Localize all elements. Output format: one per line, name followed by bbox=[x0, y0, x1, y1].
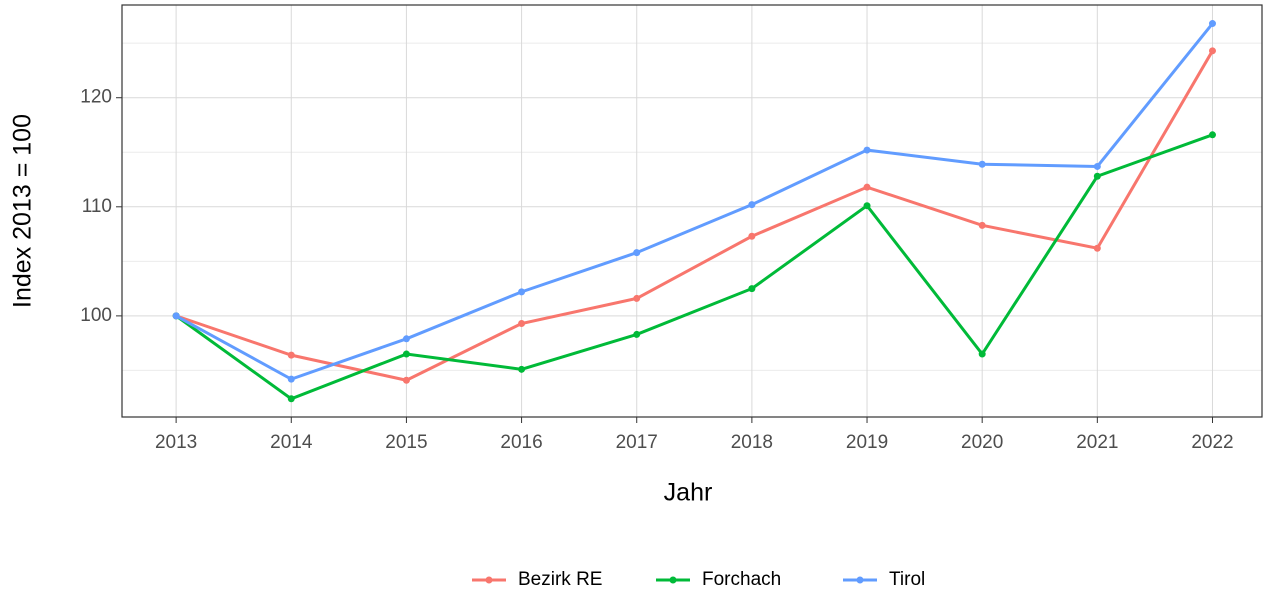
y-tick-label: 110 bbox=[82, 196, 112, 217]
point bbox=[1093, 162, 1101, 170]
point bbox=[633, 330, 641, 338]
y-axis-label: Index 2013 = 100 bbox=[9, 114, 37, 308]
y-tick-label: 100 bbox=[80, 305, 112, 326]
point bbox=[978, 221, 986, 229]
legend-key-point bbox=[856, 576, 864, 584]
point bbox=[402, 335, 410, 343]
point bbox=[748, 232, 756, 240]
point bbox=[518, 365, 526, 373]
x-tick-label: 2021 bbox=[1076, 432, 1118, 453]
legend-key-point bbox=[485, 576, 493, 584]
point bbox=[518, 320, 526, 328]
legend-label: Tirol bbox=[889, 569, 925, 590]
point bbox=[748, 285, 756, 293]
x-tick-label: 2015 bbox=[385, 432, 427, 453]
point bbox=[978, 160, 986, 168]
point bbox=[863, 183, 871, 191]
legend-label: Forchach bbox=[702, 569, 781, 590]
legend-key-point bbox=[669, 576, 677, 584]
x-axis-label: Jahr bbox=[664, 479, 713, 507]
point bbox=[287, 375, 295, 383]
plot-border bbox=[121, 4, 1263, 418]
point bbox=[518, 288, 526, 296]
point bbox=[748, 201, 756, 209]
x-tick-label: 2019 bbox=[846, 432, 888, 453]
x-tick-label: 2022 bbox=[1191, 432, 1233, 453]
x-tick-label: 2017 bbox=[616, 432, 658, 453]
point bbox=[287, 351, 295, 359]
point bbox=[1208, 131, 1216, 139]
point bbox=[863, 146, 871, 154]
series-line bbox=[175, 133, 1213, 401]
point bbox=[978, 350, 986, 358]
point bbox=[1093, 172, 1101, 180]
x-tick-label: 2016 bbox=[500, 432, 542, 453]
point bbox=[172, 312, 180, 320]
legend-label: Bezirk RE bbox=[518, 569, 602, 590]
point bbox=[287, 395, 295, 403]
point bbox=[633, 294, 641, 302]
series-line bbox=[175, 22, 1214, 381]
point bbox=[402, 350, 410, 358]
y-tick-label: 120 bbox=[80, 87, 112, 108]
x-tick-label: 2014 bbox=[270, 432, 313, 453]
x-tick-label: 2020 bbox=[961, 432, 1003, 453]
series-line bbox=[175, 50, 1214, 382]
point bbox=[633, 249, 641, 257]
point bbox=[1208, 20, 1216, 28]
point bbox=[402, 376, 410, 384]
point bbox=[1208, 47, 1216, 55]
point bbox=[863, 202, 871, 210]
x-tick-label: 2013 bbox=[155, 432, 197, 453]
x-tick-label: 2018 bbox=[731, 432, 773, 453]
point bbox=[1093, 244, 1101, 252]
